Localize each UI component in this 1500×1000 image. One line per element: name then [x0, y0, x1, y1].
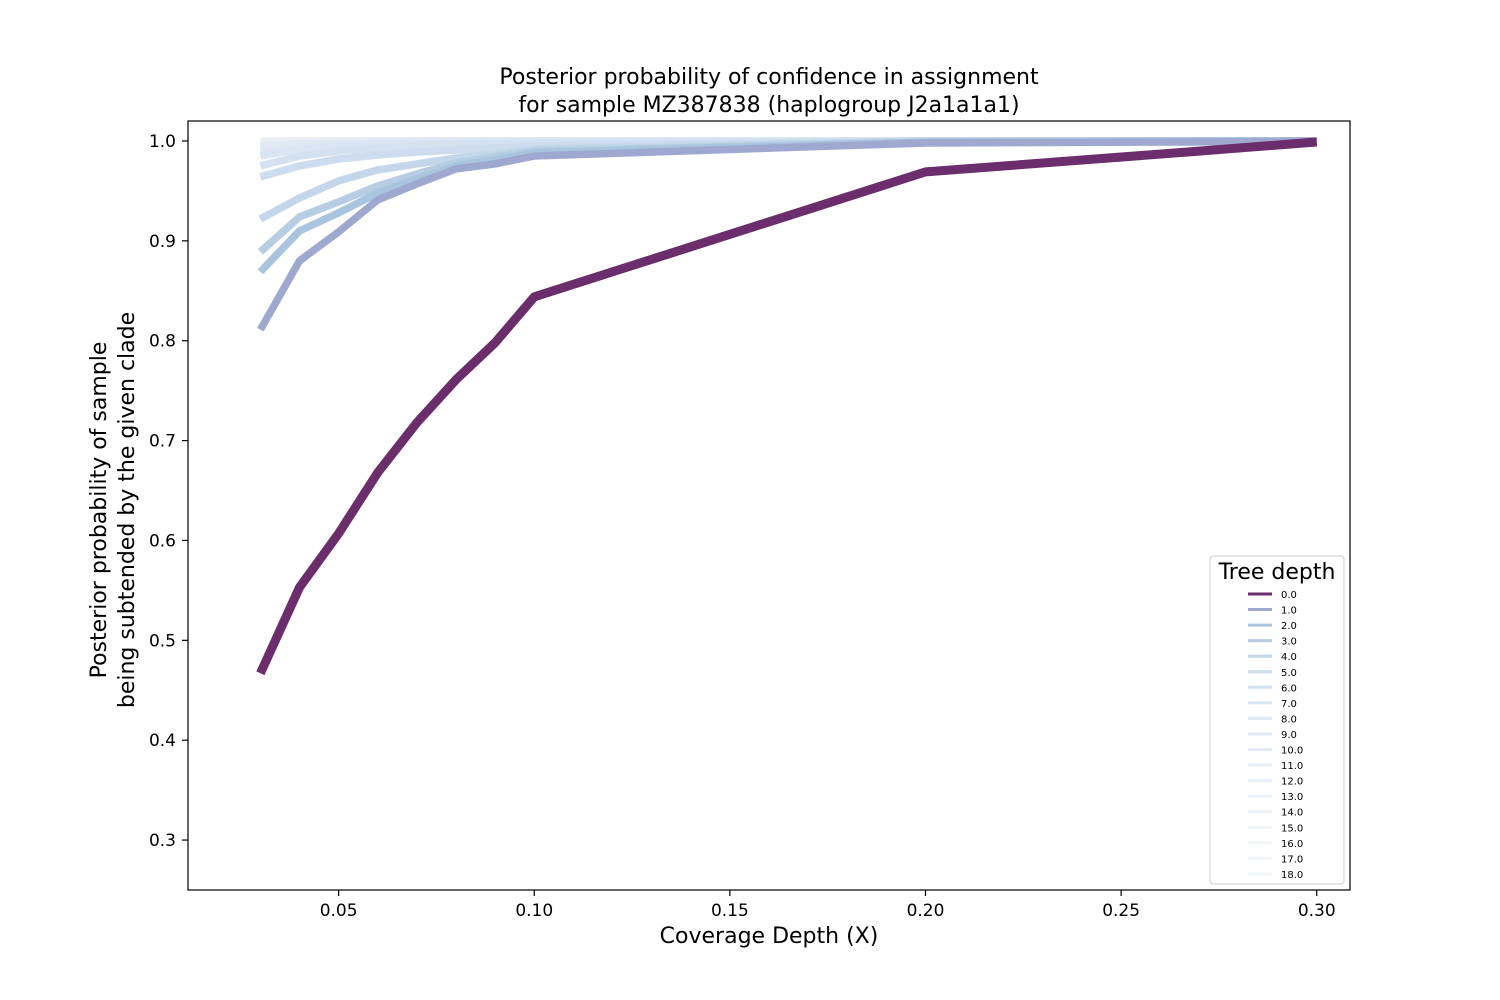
x-tick-label: 0.15 — [711, 901, 749, 921]
series-line-depth-0-0 — [256, 137, 1318, 676]
legend-label: 11.0 — [1281, 761, 1303, 772]
legend-box — [1209, 555, 1345, 885]
y-tick-label: 1.0 — [149, 132, 176, 152]
legend-label: 13.0 — [1281, 792, 1303, 803]
y-axis-label-line1: Posterior probability of sample — [87, 342, 112, 679]
y-axis-label: Posterior probability of sample being su… — [87, 312, 140, 708]
y-tick-label: 0.4 — [149, 731, 176, 751]
chart-title-line1: Posterior probability of confidence in a… — [499, 65, 1039, 90]
legend-title: Tree depth — [1218, 560, 1336, 585]
y-tick-label: 0.5 — [149, 631, 176, 651]
plot-frame — [187, 120, 1351, 891]
y-axis-label-line2: being subtended by the given clade — [115, 312, 140, 708]
x-tick-label: 0.20 — [907, 901, 945, 921]
x-axis-label: Coverage Depth (X) — [660, 924, 879, 949]
legend-label: 18.0 — [1281, 870, 1303, 881]
y-tick-label: 0.8 — [149, 332, 176, 352]
legend-label: 10.0 — [1281, 746, 1303, 757]
x-tick-label: 0.25 — [1102, 901, 1140, 921]
legend-label: 1.0 — [1281, 606, 1297, 617]
legend-label: 15.0 — [1281, 823, 1303, 834]
y-tick-label: 0.6 — [149, 531, 176, 551]
y-tick-label: 0.3 — [149, 831, 176, 851]
legend-label: 9.0 — [1281, 730, 1297, 741]
legend-label: 7.0 — [1281, 699, 1297, 710]
chart-title-line2: for sample MZ387838 (haplogroup J2a1a1a1… — [518, 93, 1019, 118]
series-line-depth-1-0 — [257, 137, 1317, 332]
legend-label: 0.0 — [1281, 590, 1297, 601]
legend: Tree depth 0.0 1.0 2.0 3.0 4.0 5.0 6.0 7.0 8.0 9.… — [1209, 555, 1345, 885]
legend-label: 12.0 — [1281, 777, 1303, 788]
legend-label: 4.0 — [1281, 652, 1297, 663]
y-axis-ticks: 0.3 0.4 0.5 0.6 0.7 0.8 0.9 1.0 — [149, 132, 188, 851]
series-lines — [256, 137, 1318, 676]
legend-label: 5.0 — [1281, 668, 1297, 679]
y-tick-label: 0.7 — [149, 432, 176, 452]
x-tick-label: 0.05 — [320, 901, 358, 921]
x-axis-ticks: 0.05 0.10 0.15 0.20 0.25 0.30 — [320, 890, 1336, 921]
legend-items: 0.0 1.0 2.0 3.0 4.0 5.0 6.0 7.0 8.0 9.0 10.0 11.0 12… — [1248, 590, 1303, 881]
legend-label: 2.0 — [1281, 621, 1297, 632]
legend-label: 6.0 — [1281, 683, 1297, 694]
y-tick-label: 0.9 — [149, 232, 176, 252]
legend-label: 8.0 — [1281, 714, 1297, 725]
legend-label: 14.0 — [1281, 808, 1303, 819]
x-tick-label: 0.30 — [1298, 901, 1336, 921]
legend-label: 17.0 — [1281, 854, 1303, 865]
legend-label: 16.0 — [1281, 839, 1303, 850]
x-tick-label: 0.10 — [515, 901, 553, 921]
legend-label: 3.0 — [1281, 637, 1297, 648]
